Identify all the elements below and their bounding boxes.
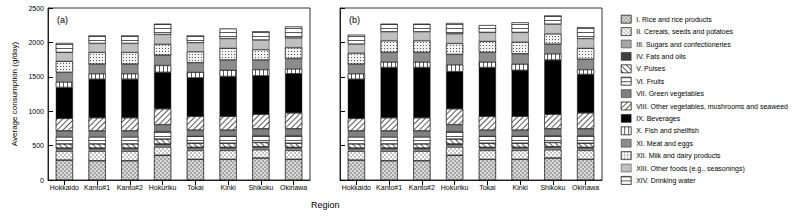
svg-text:Shikoku: Shikoku [248, 184, 273, 191]
svg-text:VII. Green vegetables: VII. Green vegetables [636, 90, 704, 98]
svg-text:IV. Fats and oils: IV. Fats and oils [636, 53, 686, 60]
svg-text:Shikoku: Shikoku [540, 184, 565, 191]
svg-text:Kanto#1: Kanto#1 [376, 184, 402, 191]
svg-text:IX. Beverages: IX. Beverages [636, 115, 680, 123]
svg-text:III. Sugars and confectionerie: III. Sugars and confectioneries [636, 41, 731, 49]
svg-text:Kinki: Kinki [221, 184, 237, 191]
svg-text:V. Pulses: V. Pulses [636, 65, 665, 72]
svg-text:Hokkaido: Hokkaido [50, 184, 79, 191]
svg-text:2000: 2000 [28, 39, 44, 46]
svg-text:(a): (a) [57, 15, 68, 25]
svg-text:1000: 1000 [28, 108, 44, 115]
svg-text:Kinki: Kinki [513, 184, 529, 191]
svg-text:I. Rice and rice products: I. Rice and rice products [636, 16, 712, 24]
svg-text:0: 0 [40, 177, 44, 184]
svg-text:Tokai: Tokai [479, 184, 496, 191]
svg-text:XIII. Other foods (e.g., seaso: XIII. Other foods (e.g., seasonings) [636, 165, 745, 173]
svg-text:1500: 1500 [28, 73, 44, 80]
svg-text:Region: Region [311, 200, 340, 210]
svg-text:Kanto#2: Kanto#2 [409, 184, 435, 191]
svg-text:VIII. Other vegetables, mushro: VIII. Other vegetables, mushrooms and se… [636, 103, 788, 111]
svg-text:XIV. Drinking water: XIV. Drinking water [636, 177, 696, 185]
svg-text:XII. Milk and dairy products: XII. Milk and dairy products [636, 152, 721, 160]
svg-text:XI. Meat and eggs: XI. Meat and eggs [636, 140, 693, 148]
svg-text:Hokuriku: Hokuriku [441, 184, 469, 191]
svg-text:Hokuriku: Hokuriku [149, 184, 177, 191]
svg-text:VI. Fruits: VI. Fruits [636, 78, 665, 85]
svg-text:Okinawa: Okinawa [572, 184, 599, 191]
svg-text:Kanto#2: Kanto#2 [117, 184, 143, 191]
svg-text:Hokkaido: Hokkaido [342, 184, 371, 191]
svg-text:500: 500 [32, 142, 44, 149]
svg-text:Kanto#1: Kanto#1 [84, 184, 110, 191]
svg-text:2500: 2500 [28, 5, 44, 12]
svg-text:II. Cereals, seeds and potatoe: II. Cereals, seeds and potatoes [636, 28, 733, 36]
svg-text:Okinawa: Okinawa [280, 184, 307, 191]
svg-text:Average consumption (g/day): Average consumption (g/day) [10, 41, 19, 146]
svg-text:(b): (b) [349, 15, 360, 25]
svg-text:Tokai: Tokai [187, 184, 204, 191]
svg-text:X. Fish and shellfish: X. Fish and shellfish [636, 127, 699, 134]
